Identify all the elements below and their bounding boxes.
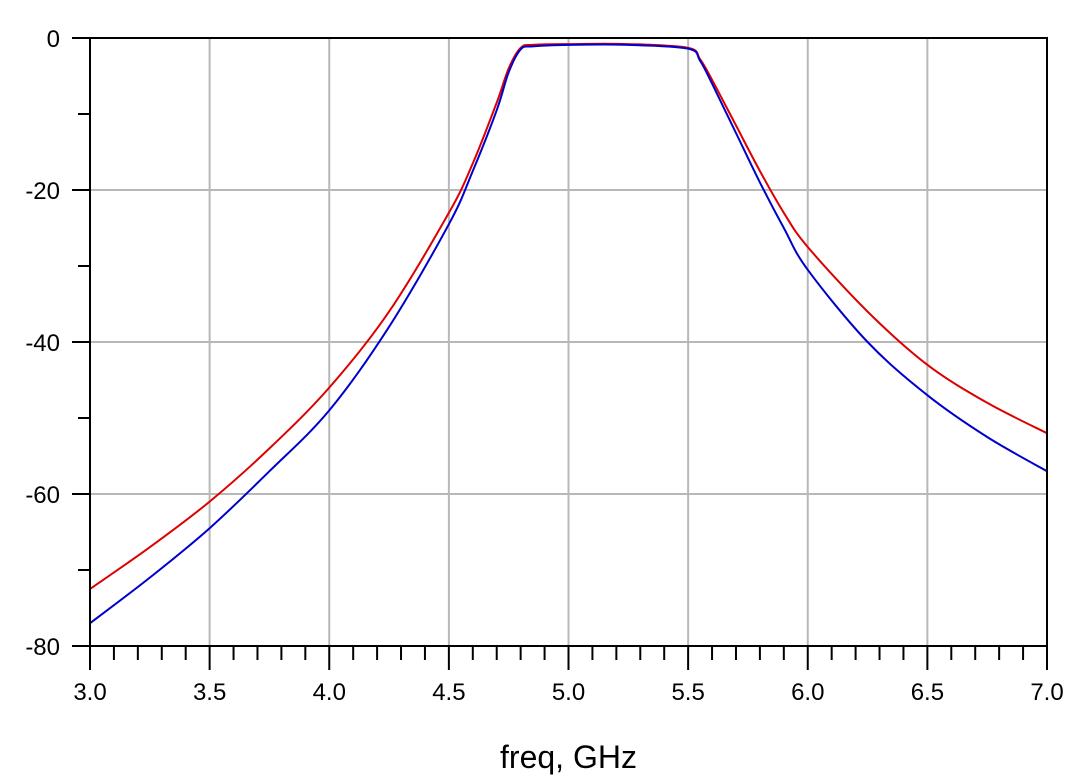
x-minor-ticks <box>72 37 1048 670</box>
y-tick-label: -60 <box>25 482 60 509</box>
x-axis-title: freq, GHz <box>500 739 637 775</box>
y-tick-label: -20 <box>25 178 60 205</box>
x-tick-label: 6.5 <box>911 679 944 706</box>
series-line-2 <box>89 43 1048 624</box>
series-group <box>89 42 1048 624</box>
x-tick-label: 4.5 <box>432 679 465 706</box>
y-tick-label: -40 <box>25 330 60 357</box>
x-tick-label: 7.0 <box>1030 679 1063 706</box>
x-tick-label: 5.5 <box>671 679 704 706</box>
x-tick-label: 5.0 <box>552 679 585 706</box>
x-tick-label: 4.0 <box>313 679 346 706</box>
y-tick-label: -80 <box>25 634 60 661</box>
plot-frame <box>89 37 1048 647</box>
x-tick-label: 3.0 <box>73 679 106 706</box>
grid <box>89 37 1048 647</box>
x-tick-label: 6.0 <box>791 679 824 706</box>
x-tick-label: 3.5 <box>193 679 226 706</box>
x-tick-labels: 3.0 3.5 4.0 4.5 5.0 5.5 6.0 6.5 7.0 <box>73 679 1063 706</box>
y-tick-label: 0 <box>47 26 60 53</box>
y-tick-labels: 0 -20 -40 -60 -80 <box>25 26 60 661</box>
